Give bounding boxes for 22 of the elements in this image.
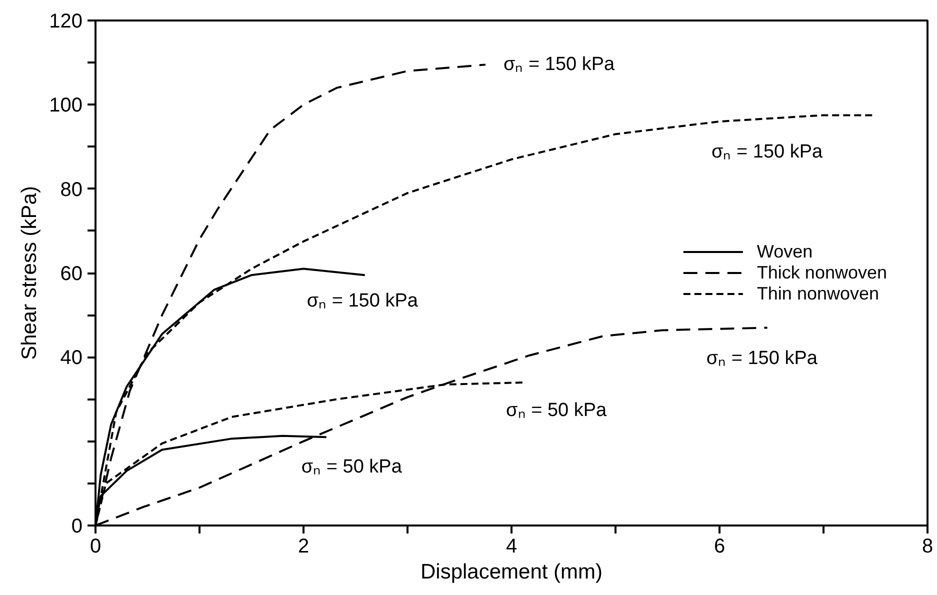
y-axis-title: Shear stress (kPa)	[18, 186, 42, 360]
y-tick-label: 120	[49, 10, 83, 32]
legend-label: Woven	[756, 241, 813, 262]
y-tick-label: 100	[49, 94, 83, 117]
x-tick-label: 2	[298, 536, 310, 558]
legend-label: Thin nonwoven	[756, 283, 880, 304]
annotation: σₙ = 50 kPa	[506, 400, 608, 421]
legend-label: Thick nonwoven	[756, 262, 887, 283]
x-tick-label: 4	[506, 536, 518, 558]
x-tick-label: 0	[90, 536, 102, 558]
annotation: σₙ = 50 kPa	[301, 456, 402, 478]
y-tick-label: 40	[60, 347, 83, 370]
annotation: σₙ = 150 kPa	[706, 348, 818, 370]
annotation: σₙ = 150 kPa	[504, 54, 616, 76]
y-tick-label: 80	[60, 178, 83, 201]
annotation: σₙ = 150 kPa	[306, 290, 418, 312]
annotation: σₙ = 150 kPa	[712, 142, 824, 163]
x-tick-label: 6	[714, 536, 726, 558]
y-tick-label: 0	[71, 516, 82, 538]
x-tick-label: 8	[922, 536, 934, 558]
y-tick-label: 60	[60, 263, 83, 285]
x-axis-title: Displacement (mm)	[420, 560, 603, 584]
